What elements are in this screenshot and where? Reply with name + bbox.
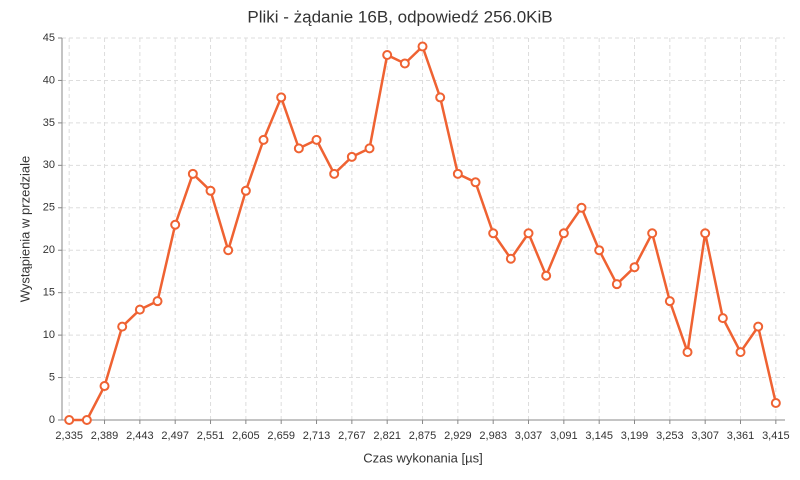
data-point bbox=[505, 253, 516, 264]
x-tick-label: 2,389 bbox=[91, 430, 119, 442]
y-tick-label: 20 bbox=[43, 244, 55, 256]
x-tick-label: 2,497 bbox=[161, 430, 189, 442]
data-point bbox=[541, 270, 552, 281]
data-point bbox=[276, 92, 287, 103]
data-point bbox=[205, 185, 216, 196]
x-tick-label: 2,335 bbox=[55, 430, 83, 442]
x-tick-label: 3,253 bbox=[656, 430, 684, 442]
x-tick-label: 2,659 bbox=[267, 430, 295, 442]
y-tick-label: 45 bbox=[43, 32, 55, 44]
y-axis-label: Wystąpienia w przedziale bbox=[17, 156, 32, 303]
data-point bbox=[99, 381, 110, 392]
x-tick-label: 2,443 bbox=[126, 430, 154, 442]
x-tick-label: 2,821 bbox=[373, 430, 401, 442]
x-tick-label: 2,713 bbox=[303, 430, 331, 442]
y-tick-label: 40 bbox=[43, 74, 55, 86]
data-point bbox=[435, 92, 446, 103]
x-tick-label: 2,767 bbox=[338, 430, 366, 442]
chart-title: Pliki - żądanie 16B, odpowiedź 256.0KiB bbox=[247, 7, 552, 26]
data-point bbox=[187, 168, 198, 179]
data-point bbox=[240, 185, 251, 196]
y-tick-label: 10 bbox=[43, 329, 55, 341]
x-axis-label: Czas wykonania [µs] bbox=[363, 450, 482, 465]
data-point bbox=[452, 168, 463, 179]
data-point bbox=[346, 151, 357, 162]
data-point bbox=[64, 415, 75, 425]
x-tick-label: 2,875 bbox=[409, 430, 437, 442]
data-point bbox=[700, 228, 711, 239]
x-tick-label: 2,551 bbox=[197, 430, 225, 442]
x-tick-label: 3,091 bbox=[550, 430, 578, 442]
data-point bbox=[117, 321, 128, 332]
data-point bbox=[170, 219, 181, 230]
data-point bbox=[558, 228, 569, 239]
y-tick-label: 15 bbox=[43, 287, 55, 299]
data-point bbox=[258, 134, 269, 145]
y-tick-label: 30 bbox=[43, 159, 55, 171]
data-point bbox=[293, 143, 304, 154]
data-point bbox=[311, 134, 322, 145]
data-point bbox=[647, 228, 658, 239]
data-point bbox=[399, 58, 410, 69]
data-point bbox=[152, 296, 163, 307]
data-point bbox=[594, 245, 605, 256]
data-point bbox=[770, 398, 781, 409]
data-point bbox=[382, 49, 393, 60]
x-tick-label: 3,415 bbox=[762, 430, 790, 442]
data-point bbox=[523, 228, 534, 239]
x-tick-label: 3,199 bbox=[621, 430, 649, 442]
data-point bbox=[576, 202, 587, 213]
x-tick-label: 3,145 bbox=[585, 430, 613, 442]
x-tick-label: 2,929 bbox=[444, 430, 472, 442]
data-point bbox=[223, 245, 234, 256]
data-point bbox=[717, 313, 728, 324]
data-point bbox=[611, 279, 622, 290]
y-tick-label: 35 bbox=[43, 117, 55, 129]
data-point bbox=[753, 321, 764, 332]
y-tick-label: 25 bbox=[43, 202, 55, 214]
data-point bbox=[417, 41, 428, 52]
data-point bbox=[134, 304, 145, 315]
x-tick-label: 2,605 bbox=[232, 430, 260, 442]
x-tick-label: 3,037 bbox=[515, 430, 543, 442]
y-tick-label: 5 bbox=[49, 371, 55, 383]
data-point bbox=[664, 296, 675, 307]
data-point bbox=[364, 143, 375, 154]
data-point bbox=[470, 177, 481, 188]
data-point bbox=[488, 228, 499, 239]
y-tick-label: 0 bbox=[49, 414, 55, 426]
data-point bbox=[735, 347, 746, 358]
data-point bbox=[629, 262, 640, 273]
data-point bbox=[81, 415, 92, 425]
x-tick-label: 3,307 bbox=[691, 430, 719, 442]
x-tick-label: 3,361 bbox=[727, 430, 755, 442]
x-tick-label: 2,983 bbox=[479, 430, 507, 442]
data-point bbox=[682, 347, 693, 358]
data-point bbox=[329, 168, 340, 179]
